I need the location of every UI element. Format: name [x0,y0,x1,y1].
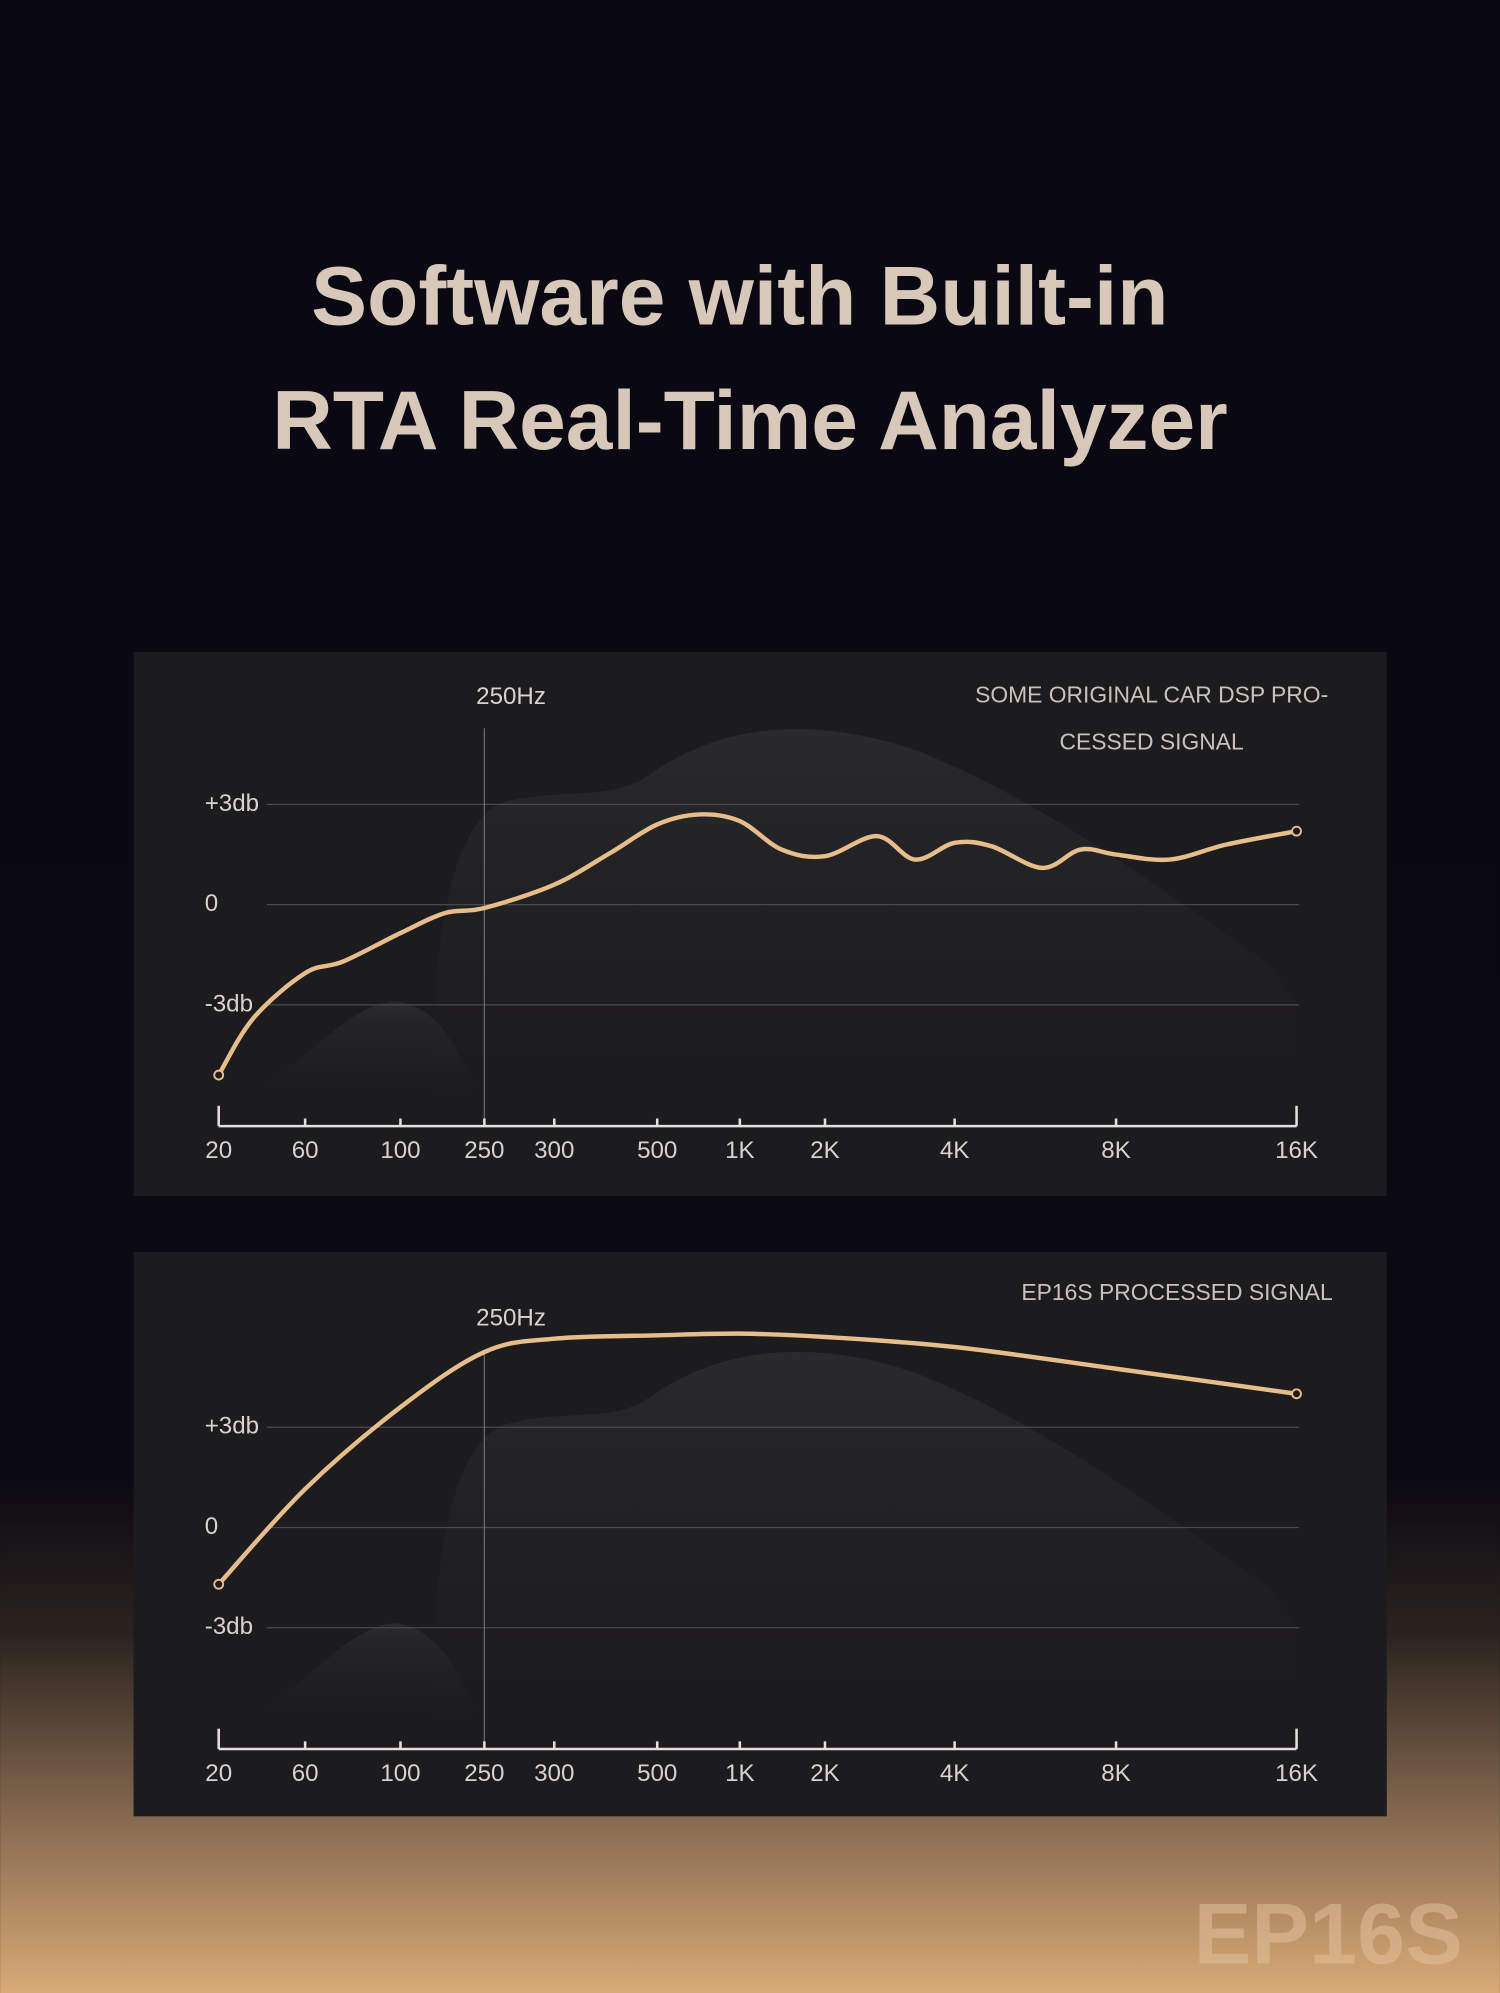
x-tick-label: 300 [534,1760,574,1787]
x-tick-label: 20 [205,1137,232,1164]
background-shape [241,1623,484,1724]
y-tick-label: +3db [205,790,259,817]
x-tick-label: 2K [810,1760,840,1787]
x-tick-label: 4K [940,1760,970,1787]
annotation-label: 250Hz [476,1305,546,1332]
x-tick-label: 16K [1275,1760,1318,1787]
x-tick-label: 4K [940,1137,970,1164]
y-tick-label: -3db [205,990,253,1017]
headline: Software with Built-in [311,249,1168,343]
chart-title: CESSED SIGNAL [1060,729,1244,755]
end-point [1291,1388,1302,1400]
x-tick-label: 250 [464,1137,504,1164]
x-tick-label: 60 [292,1760,319,1787]
x-tick-label: 20 [205,1760,232,1787]
x-tick-label: 100 [380,1137,420,1164]
end-point [1291,825,1302,837]
chart-title: SOME ORIGINAL CAR DSP PRO- [975,682,1328,708]
x-tick-label: 2K [810,1137,840,1164]
rta-curve [216,812,1299,1078]
background-shape [432,729,1297,1106]
x-tick-label: 1K [725,1137,755,1164]
x-tick-label: 100 [380,1760,420,1787]
x-tick-label: 60 [292,1137,319,1164]
y-tick-label: +3db [205,1413,259,1440]
y-tick-label: 0 [205,890,218,917]
brand: EP16S [1194,1887,1463,1983]
y-tick-label: 0 [205,1513,218,1540]
end-point [213,1069,225,1081]
x-tick-label: 1K [725,1760,755,1787]
x-tick-label: 500 [637,1137,677,1164]
x-tick-label: 250 [464,1760,504,1787]
headline: RTA Real-Time Analyzer [272,373,1228,467]
annotation-label: 250Hz [476,683,546,710]
x-tick-label: 8K [1101,1760,1131,1787]
y-tick-label: -3db [205,1613,253,1640]
x-tick-label: 16K [1275,1137,1318,1164]
end-point [213,1578,225,1590]
x-tick-label: 500 [637,1760,677,1787]
background-shape [241,1001,484,1101]
chart-title: EP16S PROCESSED SIGNAL [1021,1279,1332,1305]
background-shape [432,1351,1297,1729]
rta-curve [216,1331,1299,1587]
x-tick-label: 8K [1101,1137,1131,1164]
x-tick-label: 300 [534,1137,574,1164]
